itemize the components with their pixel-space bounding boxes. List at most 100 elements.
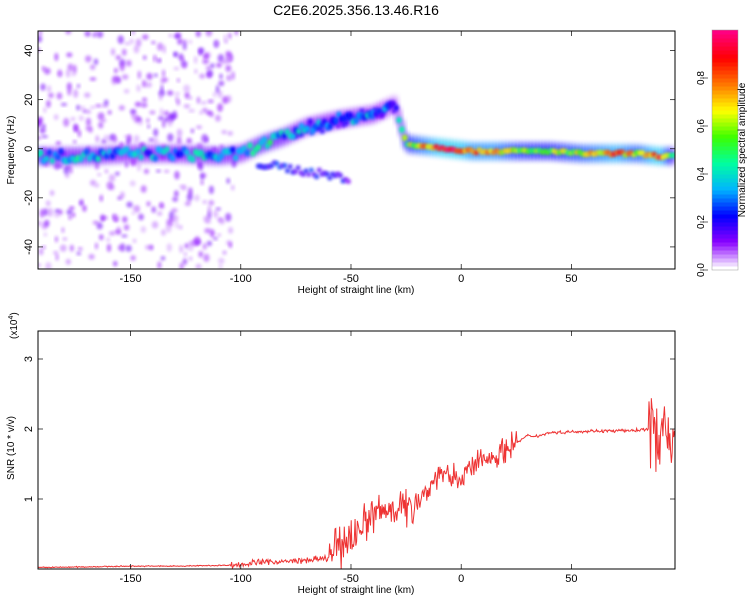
heatmap-noise-blob [204, 53, 208, 59]
heatmap-noise-blob [214, 40, 220, 48]
colorbar: 0.0 0.2 0.4 0.6 0.8 Normalized spectral ampl… [696, 29, 748, 277]
heatmap-noise-blob [184, 243, 189, 249]
colorbar-step [712, 206, 738, 211]
heatmap-ridge-blob [107, 148, 113, 156]
colorbar-step [712, 86, 738, 91]
heatmap-noise-blob [115, 55, 121, 61]
heatmap-noise-blob [88, 254, 95, 260]
heatmap-noise-blob [207, 99, 214, 104]
heatmap-noise-blob [159, 202, 164, 207]
heatmap-noise-blob [176, 136, 182, 145]
heatmap-noise-blob [182, 41, 187, 51]
heatmap-noise-blob [218, 263, 223, 269]
heatmap-noise-blob [198, 48, 202, 56]
heatmap-noise-blob [156, 211, 163, 216]
heatmap-noise-blob [117, 196, 122, 201]
heatmap-noise-blob [79, 106, 86, 111]
heatmap-noise-blob [98, 121, 104, 129]
heatmap-noise-blob [163, 169, 170, 173]
heatmap-noise-blob [122, 216, 128, 223]
heatmap-noise-blob [78, 115, 84, 121]
heatmap-noise-blob [119, 62, 125, 72]
heatmap-noise-blob [42, 208, 48, 216]
heatmap-noise-blob [158, 92, 163, 101]
heatmap-noise-blob [40, 83, 46, 91]
heatmap-noise-blob [208, 200, 215, 206]
heatmap-noise-blob [82, 204, 87, 212]
heatmap-noise-blob [66, 209, 73, 215]
heatmap-noise-blob [162, 45, 166, 54]
heatmap-noise-blob [132, 206, 139, 211]
x-tick-label: 50 [565, 273, 577, 285]
colorbar-step [712, 254, 738, 259]
heatmap-noise-blob [153, 137, 159, 144]
heatmap-noise-blob [100, 118, 107, 123]
heatmap-noise-blob [222, 250, 227, 255]
heatmap-noise-blob [183, 251, 187, 257]
heatmap-noise-blob [63, 165, 70, 175]
colorbar-step [712, 54, 738, 59]
colorbar-frame [711, 29, 739, 271]
snr-scale-close: ) [9, 312, 20, 315]
snr-scale-label: (x104) [8, 312, 20, 339]
heatmap-noise-blob [228, 32, 232, 40]
heatmap-branch-blob [287, 164, 293, 170]
heatmap-noise-blob [190, 128, 195, 134]
heatmap-noise-blob [188, 240, 196, 248]
heatmap-noise-blob [148, 138, 155, 142]
heatmap-noise-blob [58, 209, 63, 215]
heatmap-ridge-blob [267, 139, 273, 146]
heatmap-noise-blob [216, 233, 222, 237]
heatmap-noise-blob [94, 182, 100, 188]
heatmap-noise-blob [123, 224, 130, 231]
heatmap-noise-blob [172, 196, 179, 202]
heatmap-noise-blob [225, 50, 232, 57]
heatmap-noise-blob [228, 227, 234, 234]
heatmap-noise-blob [155, 169, 161, 173]
colorbar-label: Normalized spectral amplitude [737, 82, 748, 217]
heatmap-noise-blob [159, 107, 164, 117]
heatmap-branch-blob [359, 108, 365, 114]
heatmap-noise-blob [76, 104, 81, 111]
heatmap-noise-blob [176, 128, 183, 137]
colorbar-step [712, 66, 738, 71]
heatmap-noise-blob [89, 64, 96, 71]
heatmap-branch-blob [295, 165, 301, 171]
heatmap-noise-blob [133, 45, 140, 54]
heatmap-noise-blob [163, 110, 170, 116]
figure-title: C2E6.2025.356.13.46.R16 [273, 2, 439, 18]
colorbar-step [712, 38, 738, 43]
heatmap-noise-blob [62, 237, 68, 241]
heatmap-noise-blob [44, 219, 50, 227]
colorbar-ticks: 0.0 0.2 0.4 0.6 0.8 [696, 71, 708, 277]
heatmap-noise-blob [176, 78, 180, 83]
colorbar-step [712, 34, 738, 39]
heatmap-noise-blob [234, 31, 239, 36]
heatmap-noise-blob [219, 73, 223, 80]
spectrogram-y-label: Frequency (Hz) [6, 116, 17, 185]
heatmap-noise-blob [194, 235, 201, 244]
heatmap-branch-blob [335, 123, 341, 129]
heatmap-noise-blob [226, 74, 232, 82]
heatmap-noise-blob [43, 107, 47, 113]
x-tick-label: -50 [343, 573, 359, 585]
heatmap-noise-blob [142, 34, 149, 40]
heatmap-noise-blob [121, 74, 129, 80]
heatmap-noise-blob [212, 237, 218, 241]
x-tick-label: 0 [458, 573, 464, 585]
heatmap-noise-blob [70, 116, 76, 122]
heatmap-noise-blob [179, 262, 184, 269]
heatmap-noise-blob [151, 221, 159, 229]
heatmap-noise-blob [171, 208, 178, 213]
colorbar-step [712, 126, 738, 131]
heatmap-noise-blob [218, 257, 225, 264]
colorbar-tick-label: 0.4 [696, 167, 707, 181]
heatmap-ridge-blob [49, 157, 55, 164]
heatmap-noise-blob [203, 253, 210, 262]
heatmap-noise-blob [43, 232, 48, 237]
heatmap-branch-blob [345, 178, 351, 184]
heatmap-ridge-blob [671, 152, 675, 158]
heatmap-noise-blob [38, 116, 44, 124]
colorbar-step [712, 42, 738, 47]
